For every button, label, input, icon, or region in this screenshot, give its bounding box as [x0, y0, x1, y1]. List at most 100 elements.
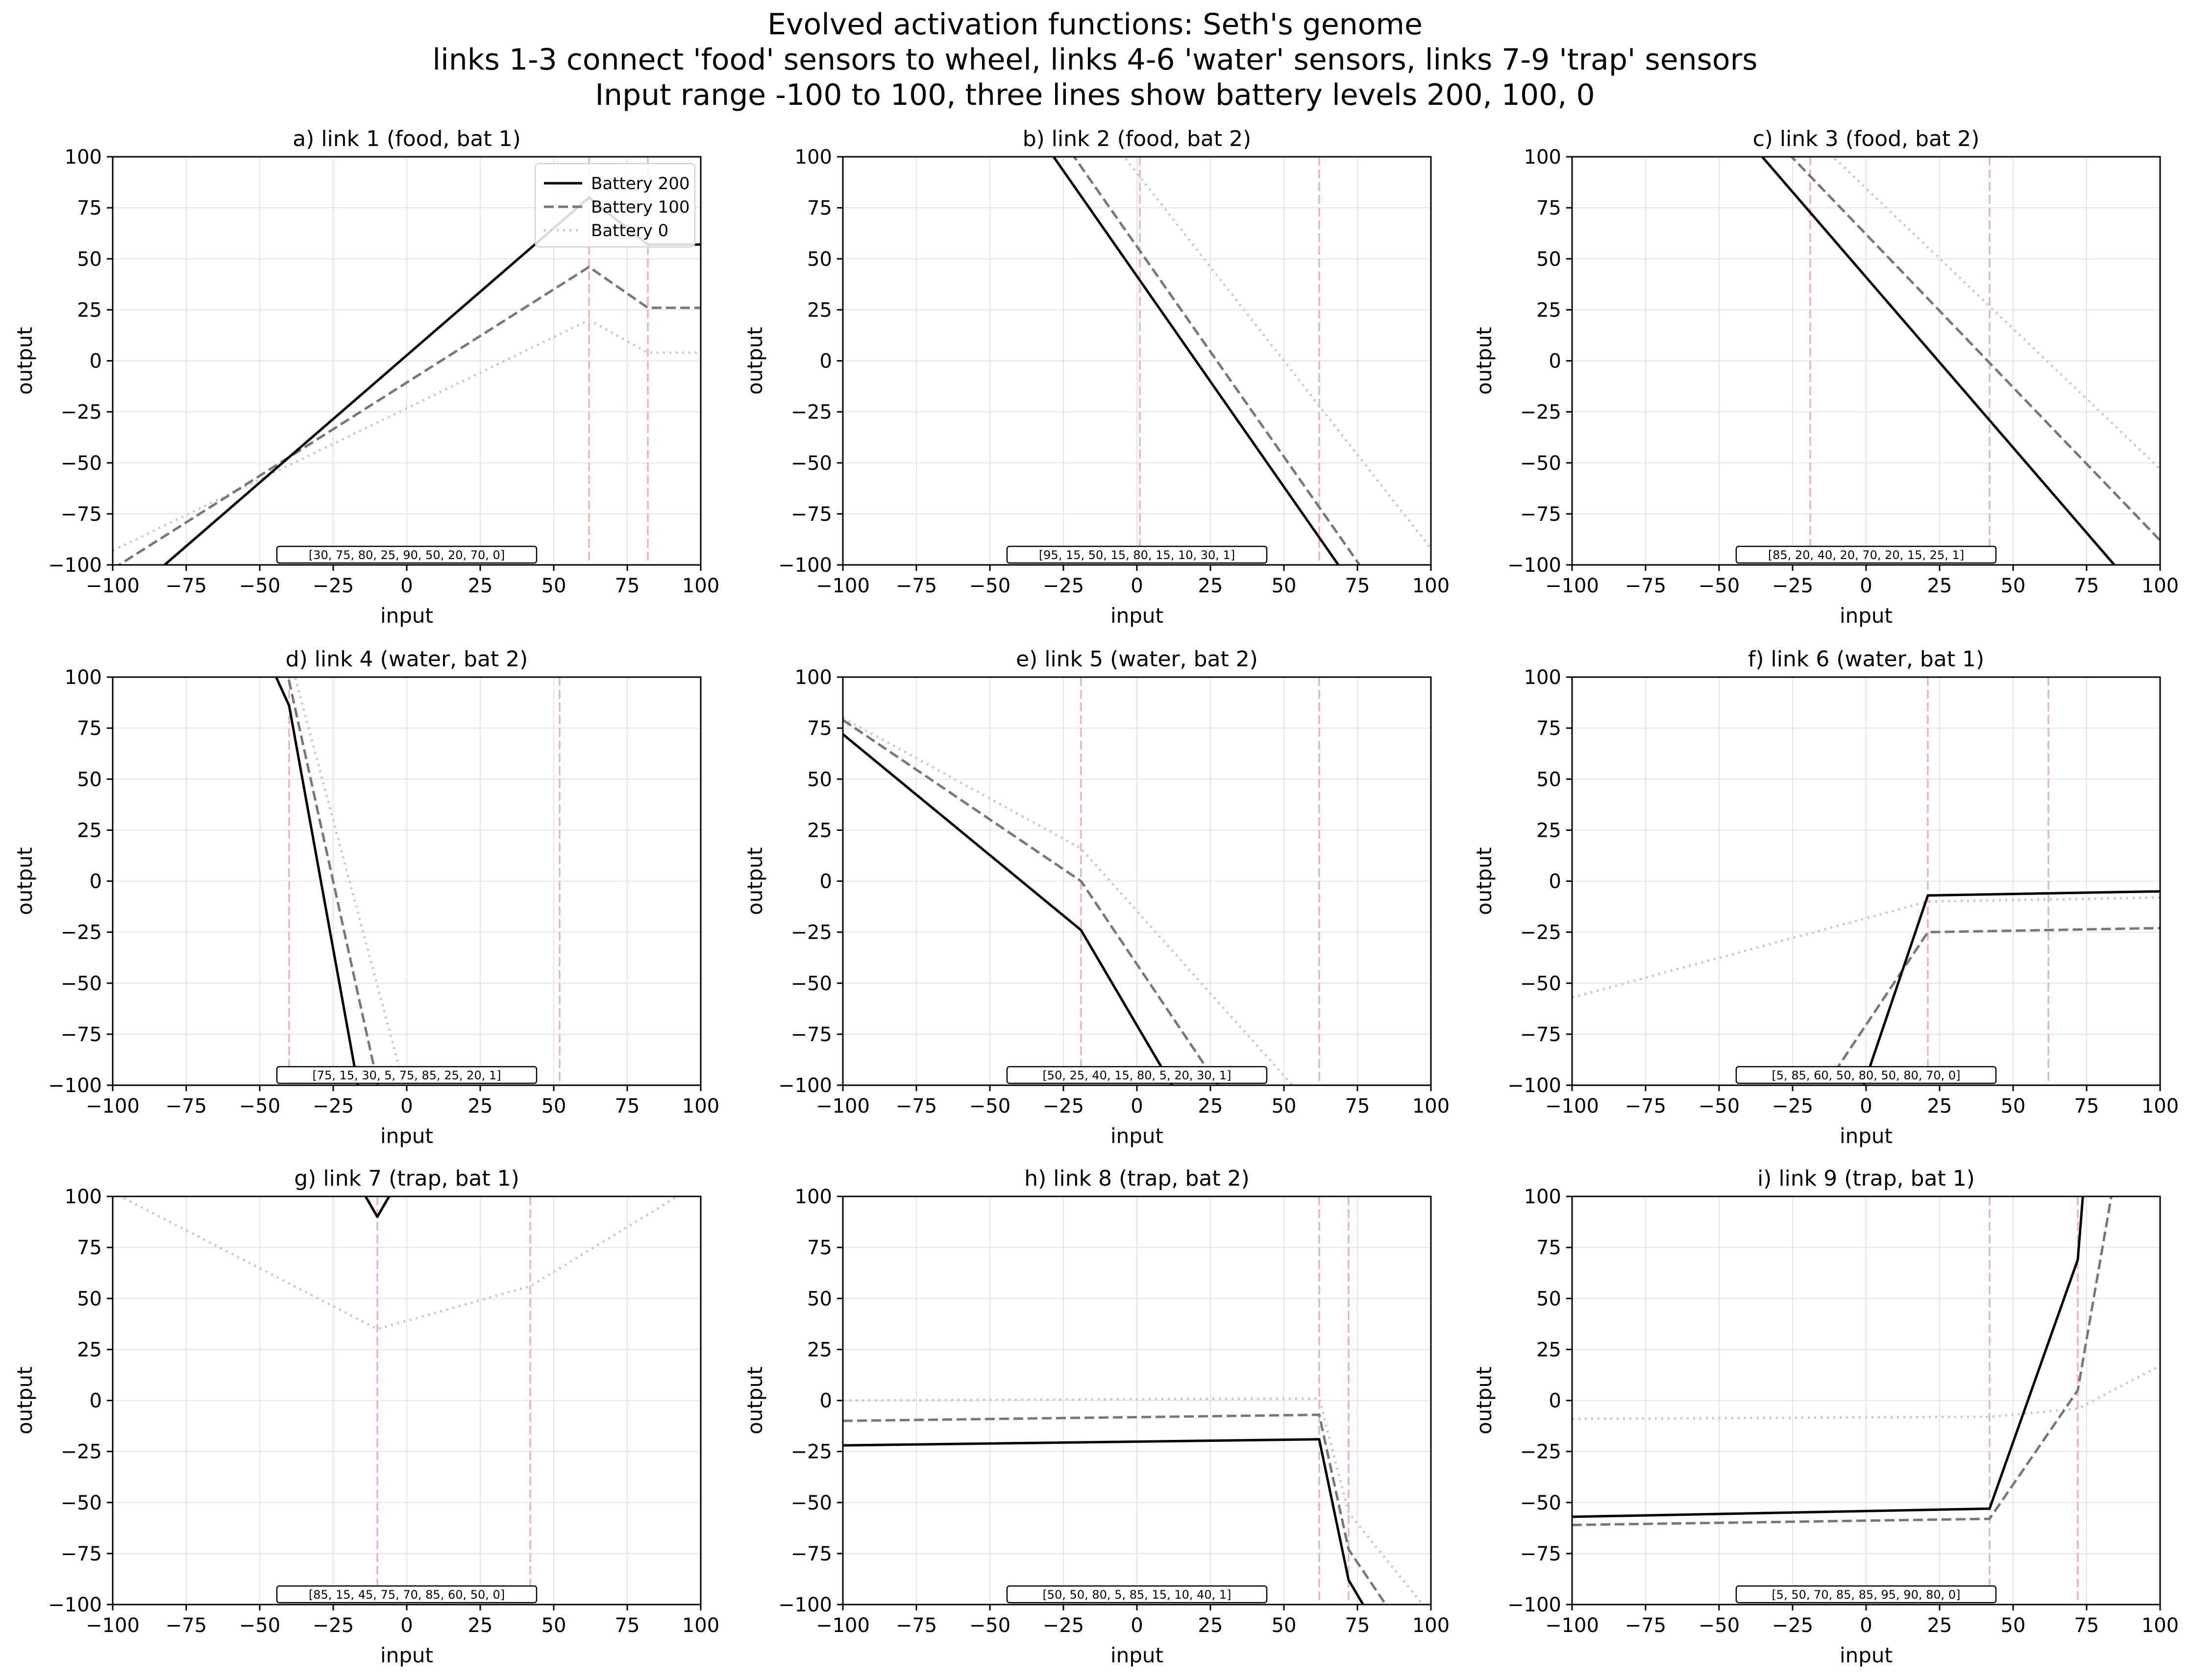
- x-tick-label: 25: [468, 1095, 493, 1118]
- x-axis-label: input: [380, 1643, 433, 1667]
- x-tick-label: 25: [1927, 1095, 1952, 1118]
- y-axis-label: output: [13, 1366, 37, 1435]
- genome-label: [30, 75, 80, 25, 90, 50, 20, 70, 0]: [309, 548, 505, 562]
- y-tick-label: 25: [807, 299, 832, 321]
- x-tick-label: −50: [969, 1614, 1010, 1637]
- series-line-battery-100: [843, 719, 1220, 1085]
- genome-label: [75, 15, 30, 5, 75, 85, 25, 20, 1]: [312, 1069, 501, 1082]
- x-tick-label: 0: [400, 1614, 413, 1637]
- y-tick-label: 50: [1536, 768, 1561, 791]
- panel-4: −100 −75 −50 −25 0 25 50 75 100 −100 −75 −50 −25 0 25 5…: [13, 647, 719, 1148]
- panel-title: h) link 8 (trap, bat 2): [1024, 1166, 1250, 1191]
- genome-box: [1006, 1585, 1268, 1604]
- genome-box: [276, 1066, 538, 1084]
- x-tick-label: 50: [2001, 1095, 2026, 1118]
- x-tick-label: 100: [2141, 1095, 2179, 1118]
- x-tick-label: 100: [1412, 1095, 1450, 1118]
- x-tick-label: 0: [1131, 1614, 1143, 1637]
- genome-box: [1735, 1066, 1997, 1084]
- x-tick-label: −25: [1772, 1095, 1813, 1118]
- y-tick-label: −75: [1520, 1543, 1561, 1565]
- x-tick-label: −25: [313, 1095, 354, 1118]
- y-tick-label: 0: [90, 350, 102, 373]
- genome-label: [50, 50, 80, 5, 85, 15, 10, 40, 1]: [1042, 1588, 1231, 1602]
- y-axis-label: output: [13, 327, 37, 395]
- y-tick-label: 75: [1536, 717, 1561, 740]
- y-tick-label: −75: [1520, 503, 1561, 526]
- legend: Battery 200 Battery 100 Battery 0: [535, 163, 695, 247]
- y-tick-label: 25: [77, 819, 102, 842]
- y-tick-label: −100: [48, 554, 102, 577]
- series-line-battery-0: [843, 717, 1294, 1085]
- x-tick-label: −75: [896, 575, 937, 597]
- y-tick-label: −25: [1520, 1441, 1561, 1463]
- y-tick-label: −100: [1507, 1594, 1561, 1616]
- x-tick-label: −50: [239, 1614, 280, 1637]
- y-tick-label: 50: [77, 248, 102, 270]
- x-tick-label: 75: [1345, 1095, 1370, 1118]
- y-tick-label: −75: [61, 1543, 102, 1565]
- y-tick-label: 25: [77, 299, 102, 321]
- y-tick-label: 0: [1549, 350, 1561, 373]
- genome-box: [1006, 1066, 1268, 1084]
- panel-2: −100 −75 −50 −25 0 25 50 75 100 −100 −75 −50 −25 0 25 5…: [743, 126, 1450, 628]
- series-line-battery-200: [1760, 157, 2116, 565]
- series-group: [1760, 157, 2160, 565]
- y-tick-label: 0: [1549, 871, 1561, 893]
- y-tick-label: −50: [791, 1492, 832, 1514]
- y-tick-label: −75: [791, 503, 832, 526]
- series-group: [1052, 157, 1431, 565]
- x-tick-label: 25: [1198, 575, 1223, 597]
- genome-label: [50, 25, 40, 15, 80, 5, 20, 30, 1]: [1042, 1069, 1231, 1082]
- y-tick-label: 0: [90, 1390, 102, 1412]
- y-tick-label: 0: [820, 1390, 832, 1412]
- x-tick-label: −100: [86, 1095, 140, 1118]
- x-tick-label: 0: [1131, 1095, 1143, 1118]
- x-tick-label: 25: [1198, 1095, 1223, 1118]
- panel-title: c) link 3 (food, bat 2): [1753, 126, 1980, 151]
- x-tick-label: 100: [1412, 1614, 1450, 1637]
- x-axis-label: input: [1110, 1643, 1163, 1667]
- x-tick-label: −100: [816, 1095, 870, 1118]
- x-tick-label: −100: [1545, 1095, 1599, 1118]
- y-tick-label: 50: [807, 248, 832, 270]
- genome-label: [85, 15, 45, 75, 70, 85, 60, 50, 0]: [309, 1588, 505, 1602]
- y-tick-label: 100: [795, 146, 832, 169]
- y-tick-label: −25: [791, 401, 832, 424]
- x-tick-label: 25: [468, 1614, 493, 1637]
- figure-title: Evolved activation functions: Seth's gen…: [0, 7, 2190, 113]
- panel-9: −100 −75 −50 −25 0 25 50 75 100 −100 −75 −50 −25 0 25 5…: [1472, 1166, 2179, 1667]
- genome-label: [5, 85, 60, 50, 80, 50, 80, 70, 0]: [1772, 1069, 1960, 1082]
- y-tick-label: −25: [791, 922, 832, 944]
- y-tick-label: −75: [791, 1023, 832, 1046]
- y-tick-label: 100: [795, 1186, 832, 1208]
- legend-label: Battery 200: [591, 174, 690, 194]
- x-tick-label: −50: [239, 575, 280, 597]
- x-tick-label: 50: [541, 1095, 566, 1118]
- x-tick-label: 100: [682, 1095, 719, 1118]
- y-tick-label: 75: [807, 197, 832, 219]
- y-tick-label: 25: [807, 1339, 832, 1361]
- y-tick-label: 75: [1536, 197, 1561, 219]
- x-axis-label: input: [1840, 1124, 1893, 1148]
- y-tick-label: −50: [1520, 452, 1561, 475]
- series-group: [118, 1196, 680, 1331]
- y-tick-label: −25: [61, 1441, 102, 1463]
- y-tick-label: −25: [61, 401, 102, 424]
- y-axis-label: output: [13, 847, 37, 915]
- x-tick-label: 0: [1131, 575, 1143, 597]
- y-tick-label: 100: [65, 1186, 102, 1208]
- y-tick-label: −100: [778, 1594, 832, 1616]
- x-axis-label: input: [380, 1124, 433, 1148]
- x-tick-label: −75: [1625, 575, 1666, 597]
- y-tick-label: 25: [77, 1339, 102, 1361]
- panel-title: a) link 1 (food, bat 1): [293, 126, 521, 151]
- panel-title: d) link 4 (water, bat 2): [286, 647, 528, 672]
- series-line-battery-100: [1072, 157, 1361, 565]
- panel-5: −100 −75 −50 −25 0 25 50 75 100 −100 −75 −50 −25 0 25 5…: [743, 647, 1450, 1148]
- x-tick-label: −50: [239, 1095, 280, 1118]
- x-tick-label: 50: [541, 575, 566, 597]
- series-line-battery-200: [1862, 890, 2160, 1085]
- x-tick-label: 75: [615, 1095, 640, 1118]
- series-line-battery-0: [843, 1397, 1425, 1605]
